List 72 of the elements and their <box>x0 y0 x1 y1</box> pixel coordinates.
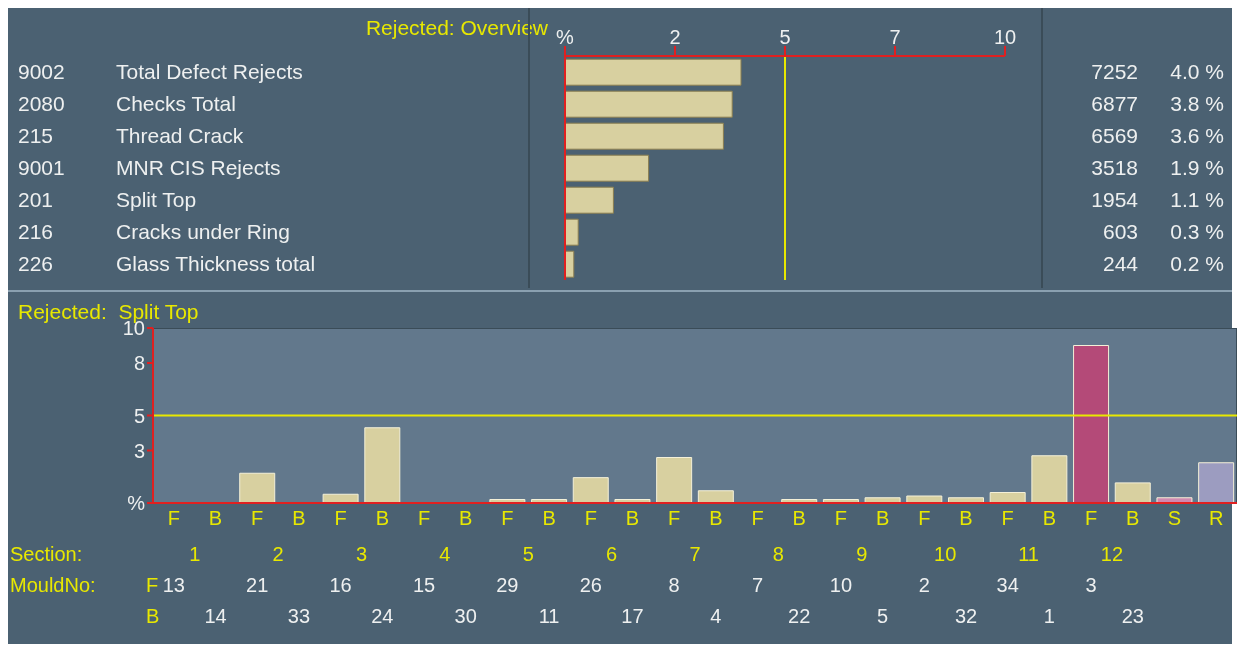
category-label: 201 Split Top <box>18 188 197 211</box>
bar <box>656 457 693 503</box>
x-tick-label: S <box>1167 507 1182 530</box>
x-tick-label: B <box>375 507 389 530</box>
bar <box>1198 462 1235 503</box>
bar <box>565 154 650 182</box>
x-tick-label: F <box>334 507 347 530</box>
x-tick-label: F <box>668 507 681 530</box>
bar <box>864 497 901 503</box>
x-tick-label: B <box>1042 507 1057 530</box>
bar <box>1031 455 1068 503</box>
text: B 14 33 24 30 11 17 4 22 5 32 1 23 <box>146 605 1144 627</box>
x-tick-label: 7 <box>889 26 901 48</box>
x-tick-label: F <box>1001 507 1014 530</box>
text: 1954 1.1 % <box>1091 188 1224 211</box>
x-tick-label: B <box>959 507 973 530</box>
text: 6569 3.6 % <box>1091 124 1224 147</box>
chart-title: Rejected: Overview <box>365 16 548 40</box>
bar <box>1073 345 1110 503</box>
y-tick-label: 8 <box>133 352 145 375</box>
text: 6877 3.8 % <box>1091 92 1224 115</box>
x-tick-label: F <box>167 507 180 530</box>
x-tick-label: F <box>251 507 264 530</box>
x-tick-label: F <box>751 507 764 530</box>
x-tick-label: B <box>459 507 473 530</box>
x-tick-label: B <box>625 507 640 530</box>
bar <box>697 490 734 503</box>
category-label: 226 Glass Thickness total <box>18 252 316 275</box>
x-tick-label: R <box>1208 507 1224 530</box>
text: 7252 4.0 % <box>1091 60 1224 83</box>
x-tick-label: B <box>709 507 723 530</box>
x-tick-label: F <box>417 507 431 530</box>
y-tick-label: % <box>127 492 146 515</box>
bar <box>565 186 614 214</box>
x-tick-label: B <box>292 507 306 530</box>
text: Section: 1 2 3 4 5 6 7 8 9 10 11 12 <box>10 543 1124 565</box>
bar <box>239 472 276 503</box>
bar <box>565 58 742 86</box>
text: 244 0.2 % <box>1102 252 1224 275</box>
x-tick-label: F <box>1084 507 1098 530</box>
bar <box>565 122 724 150</box>
x-tick-label: B <box>875 507 890 530</box>
x-tick-label: 5 <box>779 26 791 48</box>
bar <box>565 90 733 118</box>
bar <box>1114 482 1151 503</box>
bar <box>1156 497 1193 503</box>
x-tick-label: B <box>542 507 556 530</box>
y-tick-label: 3 <box>133 439 145 462</box>
bar <box>572 477 609 503</box>
bar <box>565 218 579 246</box>
x-tick-label: 2 <box>669 26 681 48</box>
category-label: 9002 Total Defect Rejects <box>18 60 303 83</box>
category-label: 9001 MNR CIS Rejects <box>18 156 281 179</box>
category-label: 215 Thread Crack <box>18 124 244 147</box>
text: 3518 1.9 % <box>1091 156 1224 179</box>
x-tick-label: B <box>792 507 806 530</box>
x-tick-label: F <box>584 507 597 530</box>
bar <box>906 495 943 503</box>
text: MouldNo: F 13 21 16 15 29 26 8 7 10 2 34 3 <box>10 574 1097 596</box>
x-tick-label: B <box>208 507 223 530</box>
x-tick-label: F <box>834 507 848 530</box>
x-tick-label: F <box>918 507 931 530</box>
x-tick-label: % <box>556 26 575 48</box>
bar <box>364 427 401 503</box>
category-label: 2080 Checks Total <box>18 92 236 115</box>
y-tick-label: 5 <box>133 404 145 427</box>
x-tick-label: 10 <box>993 26 1017 48</box>
x-tick-label: B <box>1126 507 1140 530</box>
text: 603 0.3 % <box>1102 220 1224 243</box>
x-tick-label: F <box>501 507 514 530</box>
bar <box>989 492 1026 503</box>
category-label: 216 Cracks under Ring <box>18 220 290 243</box>
